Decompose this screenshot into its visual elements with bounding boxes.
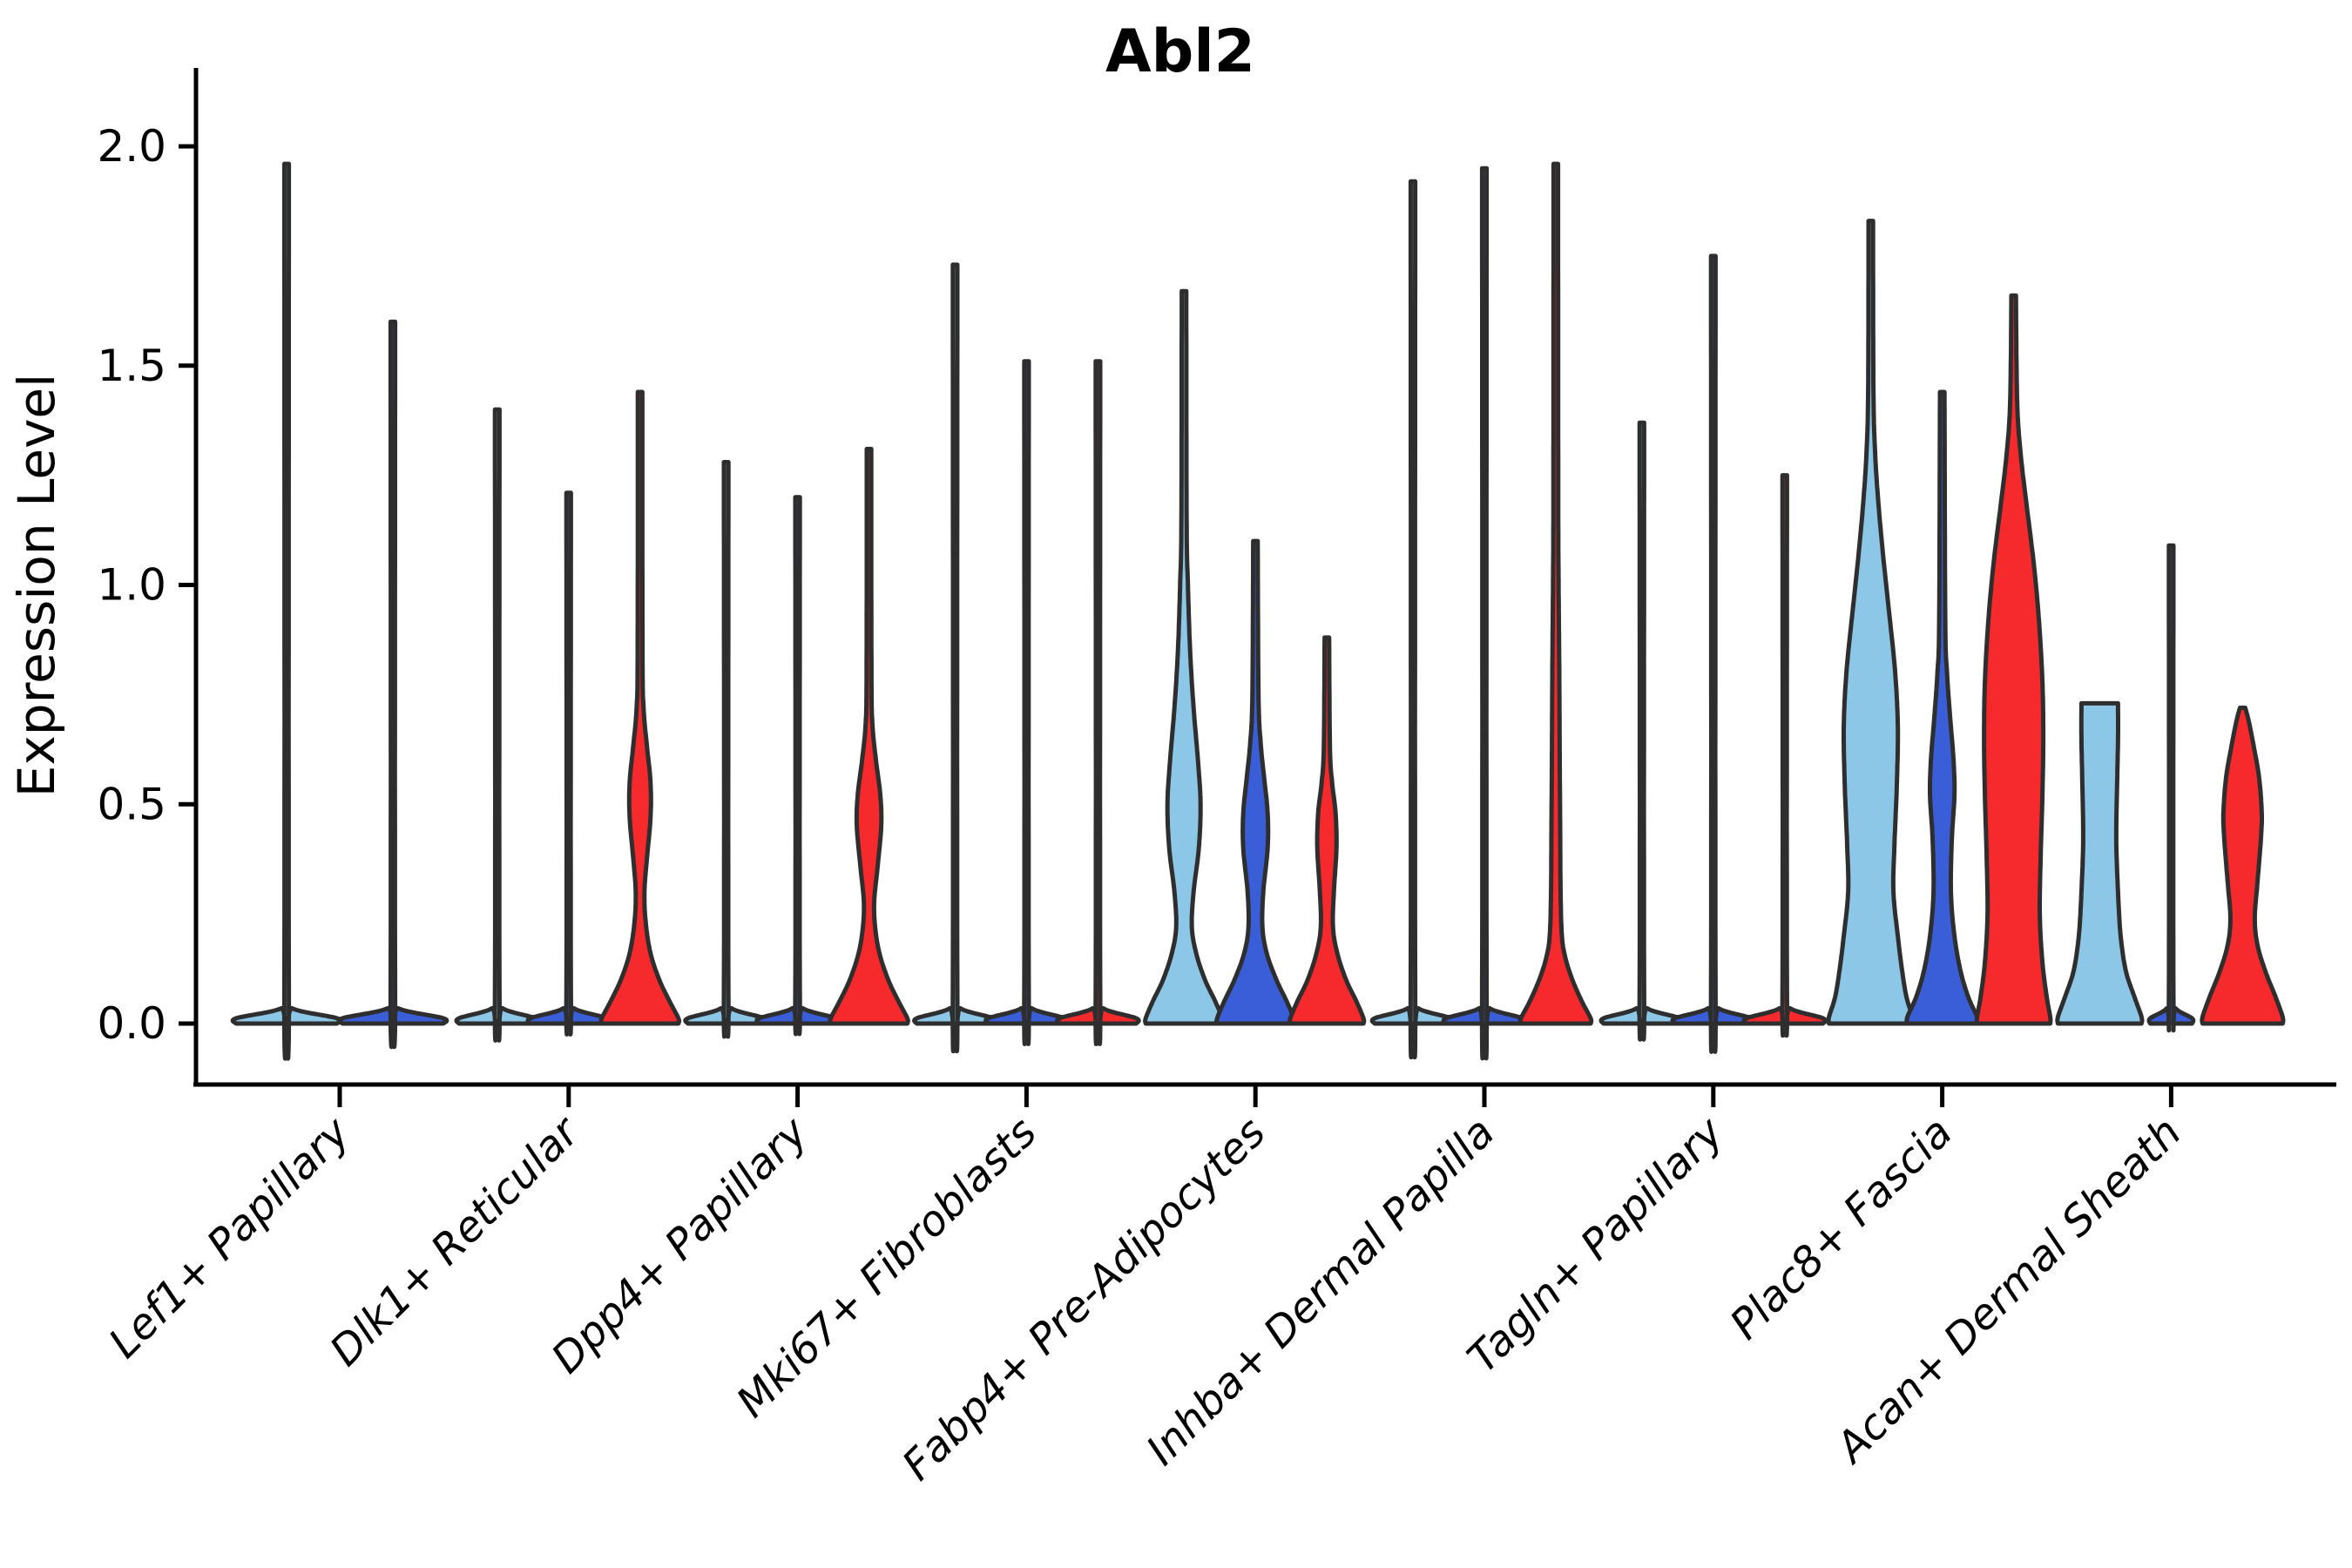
chart-title: Abl2 (1105, 17, 1255, 86)
y-tick-label: 0.0 (97, 998, 166, 1049)
violin-tagln-papillary-red (1741, 473, 1828, 1038)
violin-lef1-papillary-dark_blue (336, 319, 449, 1050)
violin-inhba-dermal-papilla-dark_blue (1441, 166, 1528, 1061)
y-tick-label: 2.0 (97, 121, 166, 172)
violin-mki67-fibroblasts-red (1055, 359, 1141, 1046)
x-tick-label-plac8-fascia: Plac8+ Fascia (1720, 1108, 1962, 1349)
x-tick-label-lef1-papillary: Lef1+ Papillary (99, 1107, 360, 1368)
violin-acan-dermal-sheath-light_blue (2055, 700, 2145, 1026)
violin-plac8-fascia-light_blue (1826, 219, 1916, 1026)
violin-tagln-papillary-light_blue (1598, 420, 1686, 1042)
violin-dlk1-reticular-light_blue (454, 407, 541, 1043)
y-tick-label: 0.5 (97, 779, 166, 829)
violin-dlk1-reticular-red (598, 389, 681, 1026)
violin-plac8-fascia-dark_blue (1904, 389, 1980, 1026)
y-tick-label: 1.0 (97, 560, 166, 611)
y-axis-label: Expression Level (7, 374, 66, 797)
violin-dpp4-papillary-light_blue (683, 460, 769, 1039)
violin-plac8-fascia-red (1974, 293, 2053, 1026)
violin-tagln-papillary-dark_blue (1670, 253, 1757, 1054)
violin-acan-dermal-sheath-red (2200, 706, 2286, 1026)
violin-fabp4-pre-adipocytes-light_blue (1143, 288, 1226, 1026)
x-tick-label-dpp4-papillary: Dpp4+ Papillary (542, 1107, 817, 1382)
violin-fabp4-pre-adipocytes-dark_blue (1214, 538, 1297, 1026)
y-tick-label: 1.5 (97, 341, 166, 391)
violin-dpp4-papillary-dark_blue (754, 495, 841, 1037)
violin-mki67-fibroblasts-dark_blue (983, 359, 1070, 1046)
violins-layer (230, 161, 2286, 1061)
violin-fabp4-pre-adipocytes-red (1288, 635, 1367, 1026)
violin-acan-dermal-sheath-dark_blue (2146, 543, 2196, 1033)
x-tick-label-dlk1-reticular: Dlk1+ Reticular (321, 1106, 591, 1376)
violin-mki67-fibroblasts-light_blue (912, 262, 998, 1054)
violin-inhba-dermal-papilla-red (1517, 161, 1594, 1026)
violin-inhba-dermal-papilla-light_blue (1369, 179, 1456, 1060)
violin-lef1-papillary-light_blue (230, 161, 343, 1061)
x-tick-label-fabp4-pre-adipocytes: Fabp4+ Pre-Adipocytes (893, 1108, 1275, 1490)
violin-dpp4-papillary-red (828, 446, 910, 1026)
x-tick-label-tagln-papillary: Tagln+ Papillary (1458, 1107, 1734, 1382)
violin-dlk1-reticular-dark_blue (525, 490, 612, 1037)
